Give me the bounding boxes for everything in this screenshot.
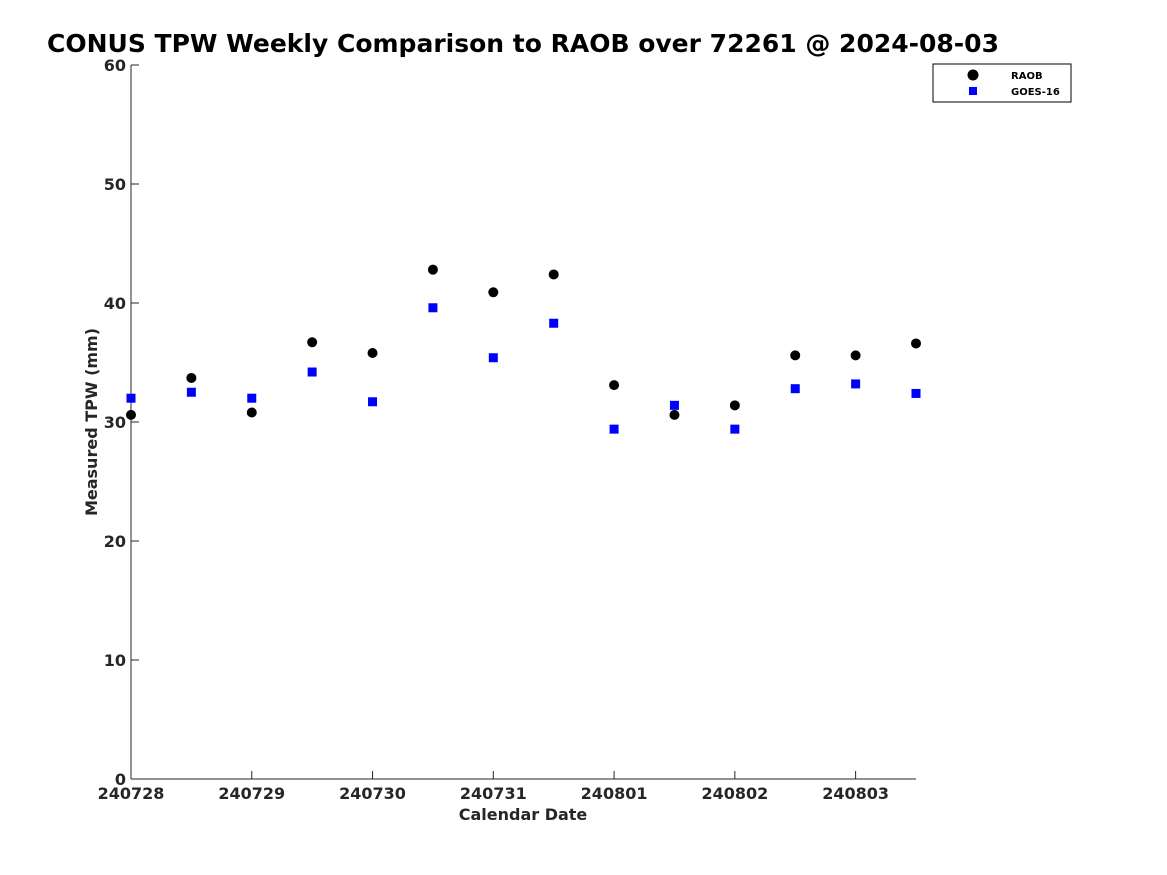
x-tick-label: 240728 xyxy=(98,784,165,803)
legend-marker-raob xyxy=(967,69,979,81)
x-tick-label: 240730 xyxy=(339,784,406,803)
goes-16-point xyxy=(488,353,498,363)
raob-point xyxy=(488,287,499,298)
x-tick-label: 240731 xyxy=(460,784,527,803)
raob-point xyxy=(427,264,438,275)
x-tick-label: 240803 xyxy=(822,784,889,803)
legend-box xyxy=(932,63,1072,103)
goes-16-point xyxy=(730,424,740,434)
series-raob xyxy=(126,264,921,420)
goes-16-point xyxy=(126,393,136,403)
legend: RAOB GOES-16 xyxy=(932,63,1072,103)
goes-16-point xyxy=(428,303,438,313)
y-tick-label: 40 xyxy=(104,294,126,313)
raob-point xyxy=(548,269,559,280)
x-tick-label: 240802 xyxy=(701,784,768,803)
goes-16-point xyxy=(911,388,921,398)
x-axis-label: Calendar Date xyxy=(459,805,588,824)
series-goes-16 xyxy=(126,303,921,434)
raob-point xyxy=(126,409,136,420)
x-tick-label: 240801 xyxy=(581,784,648,803)
y-axis-label: Measured TPW (mm) xyxy=(82,328,101,516)
axes: 0 10 20 30 40 50 60 240728 240729 240730 240731 240… xyxy=(98,56,916,803)
y-tick-label: 10 xyxy=(104,651,126,670)
raob-point xyxy=(850,350,861,361)
goes-16-point xyxy=(247,393,257,403)
raob-point xyxy=(307,337,318,348)
legend-entry-label: GOES-16 xyxy=(1011,87,1060,98)
goes-16-point xyxy=(307,367,317,377)
goes-16-point xyxy=(669,400,679,410)
raob-point xyxy=(246,407,257,418)
raob-point xyxy=(186,372,197,383)
goes-16-point xyxy=(851,379,861,389)
raob-point xyxy=(790,350,801,361)
y-tick-label: 50 xyxy=(104,175,126,194)
goes-16-point xyxy=(186,387,196,397)
raob-point xyxy=(729,400,740,411)
raob-point xyxy=(367,347,378,358)
chart-title: CONUS TPW Weekly Comparison to RAOB over… xyxy=(47,29,999,58)
goes-16-point xyxy=(609,424,619,434)
y-tick-label: 60 xyxy=(104,56,126,75)
goes-16-point xyxy=(790,384,800,394)
raob-point xyxy=(609,380,620,391)
raob-point xyxy=(911,338,921,349)
legend-marker-goes-16 xyxy=(969,87,977,95)
y-tick-label: 20 xyxy=(104,532,126,551)
raob-point xyxy=(669,409,680,420)
y-tick-label: 30 xyxy=(104,413,126,432)
legend-entry-label: RAOB xyxy=(1011,71,1043,82)
y-tick-label: 0 xyxy=(115,770,126,789)
goes-16-point xyxy=(549,318,559,328)
x-tick-label: 240729 xyxy=(218,784,285,803)
data-marks xyxy=(126,264,921,434)
goes-16-point xyxy=(368,397,378,407)
